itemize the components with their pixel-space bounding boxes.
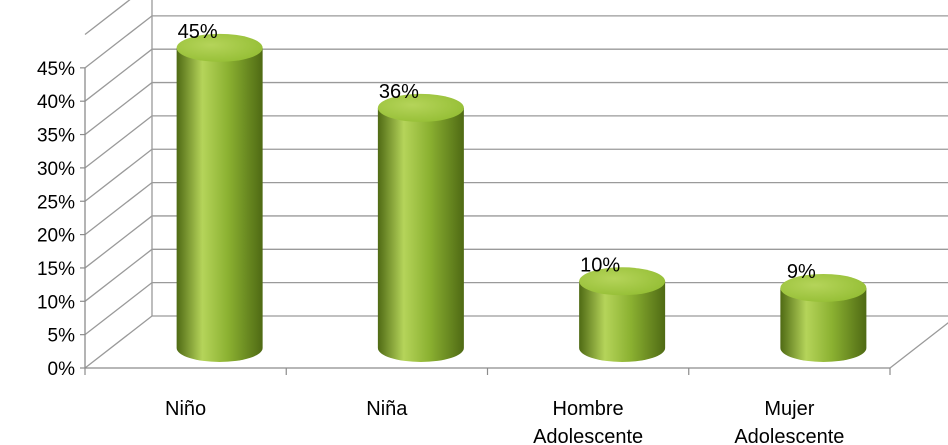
y-tick-label: 10% [37, 292, 75, 313]
bar-top [377, 93, 464, 122]
bar [579, 267, 666, 362]
y-tick-label: 25% [37, 192, 75, 213]
data-label: 9% [787, 261, 816, 283]
gridline-wall [84, 215, 153, 269]
bar-body [377, 107, 464, 362]
bar-top [176, 33, 263, 62]
gridline-wall [84, 182, 153, 236]
gridline-wall [84, 48, 153, 102]
gridline-wall [84, 248, 153, 302]
data-label: 36% [379, 81, 419, 103]
y-tick-label: 0% [48, 359, 76, 380]
category-label: Niño [165, 398, 206, 420]
bar [780, 273, 867, 362]
y-tick-label: 30% [37, 159, 75, 180]
gridline-wall [84, 15, 153, 69]
y-tick-label: 35% [37, 126, 75, 147]
y-tick-label: 45% [37, 59, 75, 80]
label-layer: 0% 5% 10% 15% 20% 25% 30% 35% 40% 45% 45% Niño 36% Ni… [37, 21, 844, 445]
category-label: Niña [366, 398, 408, 420]
bar-layer [176, 33, 867, 362]
y-tick-label: 15% [37, 259, 75, 280]
data-label: 10% [580, 254, 620, 276]
bar-body [780, 287, 867, 362]
gridline-wall [84, 0, 131, 36]
grid-layer [84, 0, 948, 369]
bar-body [176, 47, 263, 362]
axis-layer [80, 0, 948, 375]
y-tick-label: 40% [37, 92, 75, 113]
y-tick-label: 20% [37, 226, 75, 247]
category-label: Hombre [553, 398, 624, 420]
bar-top [780, 273, 867, 302]
bar-top [579, 267, 666, 296]
data-label: 45% [178, 21, 218, 43]
gridline-wall [84, 115, 153, 169]
category-label: Adolescente [734, 426, 844, 445]
gridline-wall [84, 315, 153, 369]
category-label: Adolescente [533, 426, 643, 445]
gridline-wall [84, 148, 153, 202]
bar-body [579, 281, 666, 362]
bar [377, 93, 464, 362]
y-tick-label: 5% [48, 326, 76, 347]
gridline-wall [84, 82, 153, 136]
category-label: Mujer [764, 398, 814, 420]
bar [176, 33, 263, 362]
gridline-wall [84, 282, 153, 336]
floor-edge [889, 322, 948, 369]
